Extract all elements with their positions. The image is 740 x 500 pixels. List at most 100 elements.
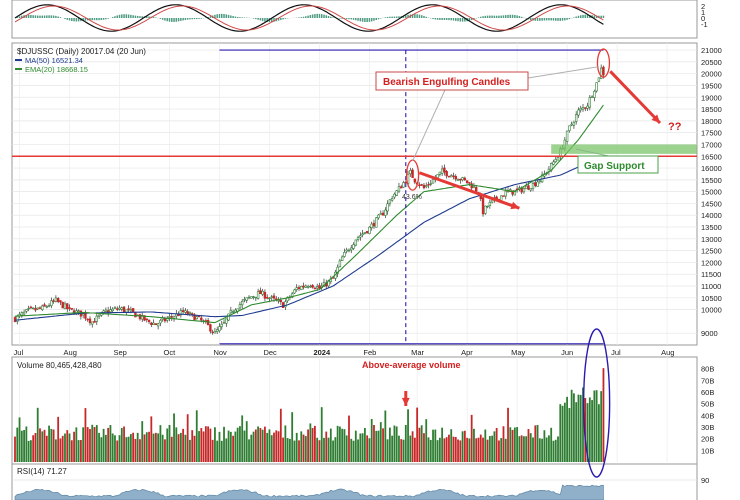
candle-body — [304, 285, 308, 288]
candle-body — [534, 182, 537, 186]
volume-bar — [307, 429, 309, 462]
candle-body — [454, 176, 457, 180]
volume-bar — [484, 429, 487, 462]
candle-body — [252, 296, 255, 298]
candle-body — [277, 299, 280, 302]
candle-body — [370, 223, 373, 229]
volume-bar — [561, 405, 564, 462]
candle-body — [588, 97, 592, 108]
volume-bar — [157, 433, 160, 462]
volume-bar — [59, 438, 62, 462]
macd-tick-label: 2 — [701, 2, 705, 11]
volume-bar — [416, 407, 419, 462]
volume-bar — [486, 439, 489, 462]
candle-body — [225, 318, 228, 324]
volume-bar — [302, 434, 305, 462]
volume-bar — [100, 437, 103, 462]
candle-body — [375, 217, 378, 228]
candle-body — [404, 181, 407, 184]
volume-bar — [229, 431, 232, 462]
volume-bar — [243, 430, 246, 462]
volume-bar — [75, 427, 78, 462]
candle-body — [570, 123, 573, 126]
candle-body — [440, 168, 444, 174]
candle-body — [290, 293, 294, 298]
volume-bar — [493, 431, 496, 462]
price-tick-label: 17000 — [701, 140, 722, 149]
candle-body — [216, 329, 219, 332]
volume-bar — [18, 417, 21, 462]
volume-bar — [241, 415, 244, 462]
volume-bar — [107, 427, 110, 462]
candle-body — [536, 181, 539, 187]
bearish-circle-june — [596, 48, 611, 78]
candle-body — [27, 307, 30, 310]
candle-body — [452, 175, 455, 177]
volume-bar — [54, 439, 57, 462]
volume-tick-label: 10B — [701, 446, 714, 455]
candle-body — [365, 231, 369, 234]
volume-bar — [286, 438, 289, 462]
candle-body — [131, 308, 135, 313]
candle-body — [218, 326, 221, 332]
candle-body — [97, 314, 101, 317]
volume-bar — [477, 437, 480, 462]
volume-bar — [220, 440, 223, 462]
volume-bar — [348, 415, 350, 462]
volume-bar — [79, 440, 82, 462]
volume-bar — [563, 402, 566, 462]
candle-body — [281, 302, 285, 308]
candle-body — [45, 306, 49, 308]
volume-bar — [259, 428, 262, 462]
candle-body — [111, 308, 114, 311]
candle-body — [447, 175, 451, 178]
volume-bar — [136, 432, 139, 462]
month-tick-label: Jul — [611, 348, 621, 357]
candle-body — [502, 195, 505, 197]
candle-body — [297, 287, 301, 290]
candle-body — [120, 307, 123, 310]
volume-bar — [588, 397, 591, 462]
volume-bar — [202, 431, 205, 462]
volume-bar — [316, 437, 319, 462]
candle-body — [468, 182, 471, 184]
volume-bar — [411, 431, 414, 462]
price-tick-label: 14500 — [701, 199, 722, 208]
candle-body — [359, 235, 362, 238]
volume-bar — [332, 440, 334, 462]
candle-body — [170, 316, 173, 318]
volume-bar — [413, 437, 416, 462]
volume-bar — [252, 431, 255, 462]
volume-bar — [452, 436, 455, 462]
ema20-legend: EMA(20) 18668.15 — [25, 65, 88, 74]
volume-bar — [518, 436, 521, 462]
candle-body — [145, 318, 148, 321]
candle-body — [245, 297, 248, 301]
candle-body — [486, 205, 489, 208]
price-tick-label: 19500 — [701, 81, 722, 90]
candle-body — [379, 213, 382, 215]
candle-body — [50, 300, 53, 306]
volume-bar — [450, 429, 453, 462]
volume-bar — [264, 426, 266, 462]
candle-body — [284, 301, 287, 308]
candle-body — [127, 308, 130, 310]
volume-bar — [393, 425, 396, 462]
bearish-label-leader — [412, 89, 446, 162]
candle-body — [413, 178, 417, 183]
price-tick-label: 11500 — [701, 270, 721, 279]
candle-body — [13, 317, 17, 322]
volume-bar — [207, 426, 210, 462]
candle-body — [86, 318, 89, 321]
volume-bar — [104, 434, 107, 462]
candle-body — [465, 180, 469, 184]
volume-bar — [282, 437, 284, 462]
volume-tick-label: 20B — [701, 435, 714, 444]
volume-bar — [482, 437, 484, 462]
candle-body — [25, 309, 28, 312]
volume-bar — [520, 435, 523, 462]
candle-body — [345, 249, 348, 252]
volume-bar — [425, 419, 428, 462]
volume-bar — [523, 436, 525, 462]
